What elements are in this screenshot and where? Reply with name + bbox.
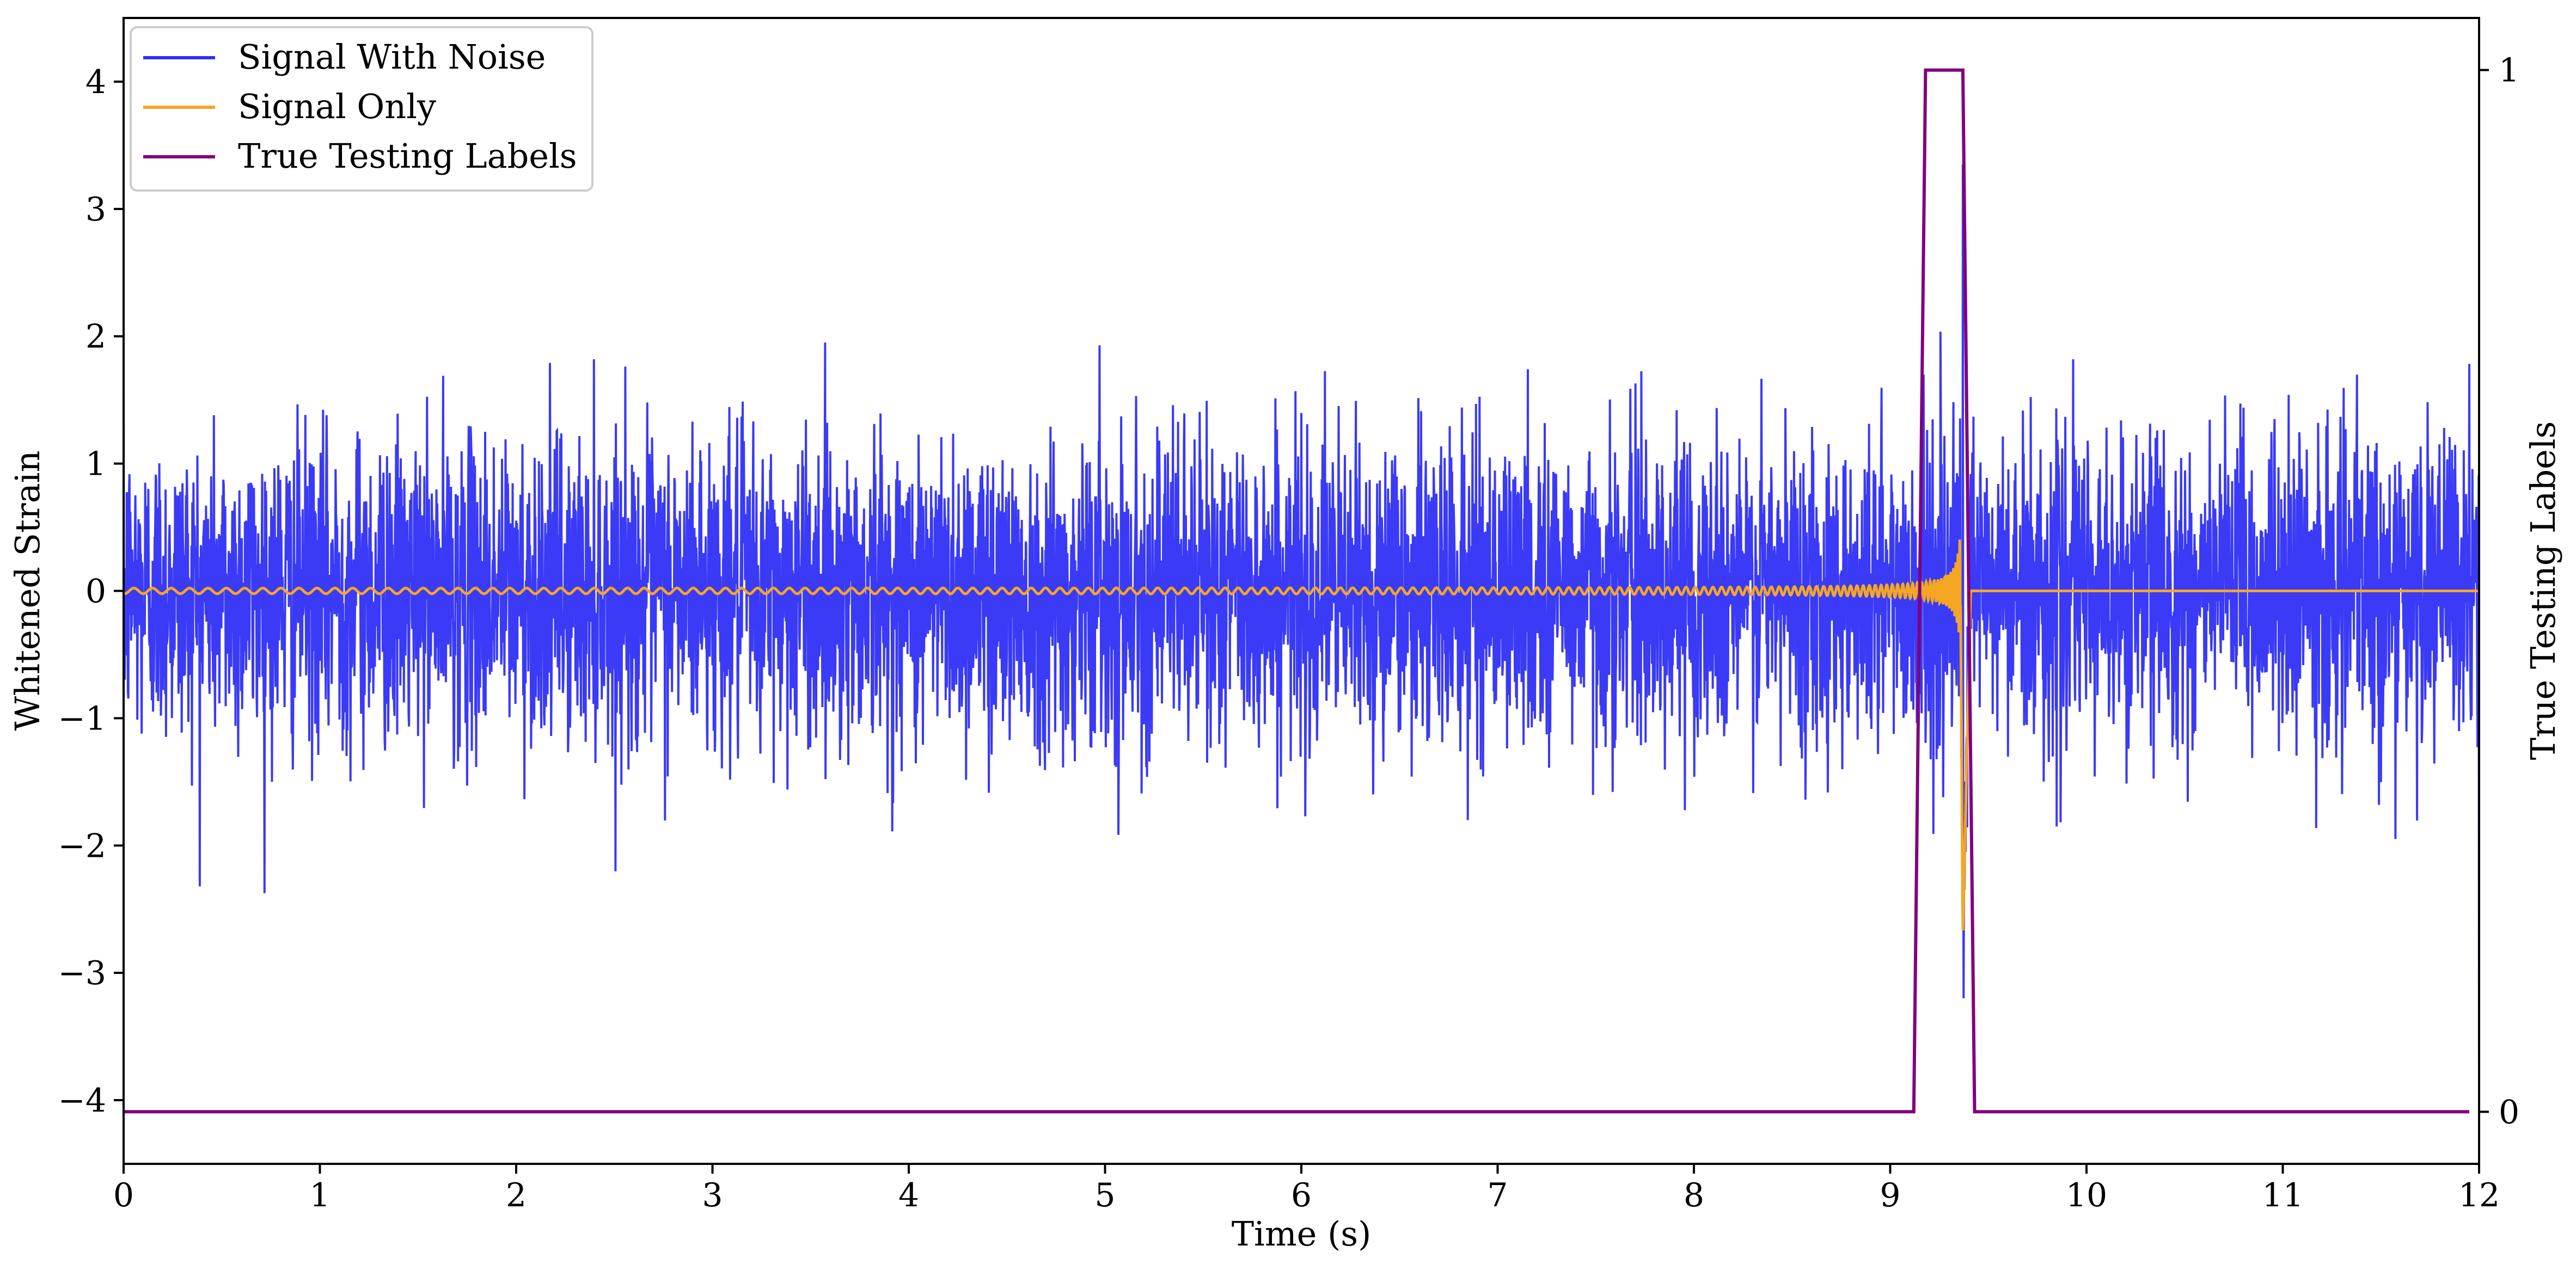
y2-tick-label: 1: [2499, 52, 2519, 90]
legend-label-noise: Signal With Noise: [238, 37, 546, 77]
x-tick-label: 9: [1880, 1176, 1900, 1214]
x-tick-label: 1: [309, 1176, 330, 1214]
x-tick-label: 8: [1684, 1176, 1704, 1214]
legend-box: [130, 26, 593, 192]
x-axis: 0 1 2 3 4 5 6 7 8 9 10 11 12: [113, 1164, 2500, 1214]
y-tick-label: −3: [58, 954, 106, 992]
y-tick-label: 4: [85, 63, 106, 101]
y-tick-label: −1: [58, 700, 106, 738]
x-tick-label: 3: [702, 1176, 723, 1214]
y-tick-label: 1: [85, 445, 106, 483]
signal-with-noise-line: [124, 164, 2479, 1075]
x-tick-label: 2: [506, 1176, 527, 1214]
y2-tick-label: 0: [2499, 1093, 2519, 1131]
x-tick-label: 5: [1094, 1176, 1115, 1214]
y-tick-label: 2: [85, 318, 106, 356]
series-signal-with-noise: [124, 164, 2479, 1075]
x-tick-label: 7: [1487, 1176, 1508, 1214]
y-tick-label: −2: [58, 827, 106, 865]
x-tick-label: 6: [1291, 1176, 1312, 1214]
series-signal-only: [124, 539, 2479, 931]
true-testing-labels-line: [124, 68, 2469, 1114]
y-tick-label: 0: [85, 573, 106, 611]
series-true-testing-labels: [124, 68, 2469, 1114]
y2-axis-title: True Testing Labels: [2523, 421, 2563, 760]
x-tick-label: 10: [2066, 1176, 2107, 1214]
y-axis: 4 3 2 1 0 −1 −2 −3 −4: [58, 63, 124, 1120]
x-axis-title: Time (s): [1232, 1214, 1372, 1254]
legend-label-signal: Signal Only: [238, 87, 436, 126]
signal-only-line: [124, 539, 2479, 931]
legend-label-labels: True Testing Labels: [238, 136, 577, 176]
x-tick-label: 11: [2262, 1176, 2303, 1214]
x-tick-label: 0: [113, 1176, 134, 1214]
y-tick-label: −4: [58, 1082, 106, 1120]
y2-axis: 10: [2479, 52, 2519, 1131]
y-tick-label: 3: [85, 191, 106, 229]
x-tick-label: 4: [898, 1176, 919, 1214]
y-axis-title: Whitened Strain: [8, 451, 47, 731]
x-tick-label: 12: [2458, 1176, 2500, 1214]
legend: Signal With Noise Signal Only True Testi…: [130, 26, 593, 192]
